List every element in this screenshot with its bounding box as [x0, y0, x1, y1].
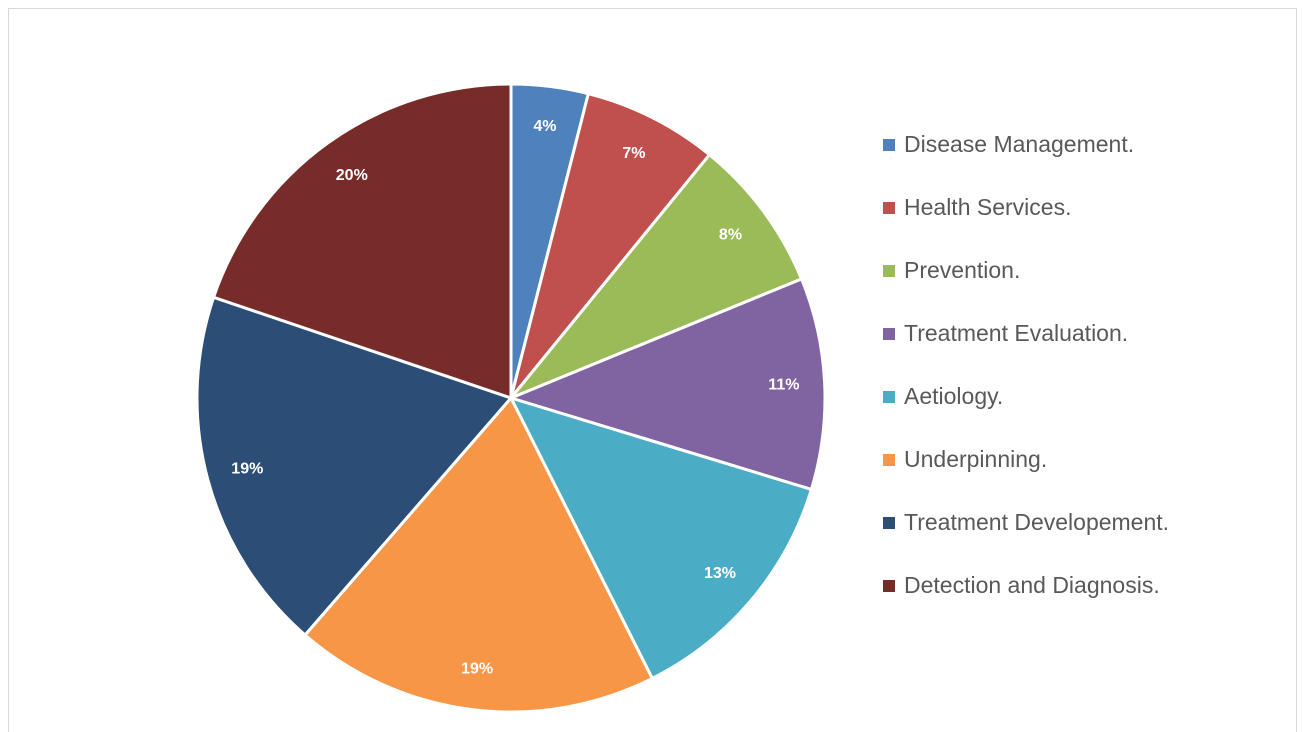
legend-swatch [883, 580, 895, 592]
data-label: 8% [719, 227, 742, 244]
data-label: 20% [336, 167, 368, 184]
pie-slice [211, 82, 513, 401]
legend-label: Detection and Diagnosis. [904, 572, 1160, 598]
legend-swatch [883, 517, 895, 529]
data-label: 7% [622, 145, 645, 162]
pie-slice [508, 395, 814, 681]
pie-slice [302, 395, 655, 714]
legend-label: Aetiology. [904, 383, 1003, 409]
pie-slice [509, 152, 804, 400]
legend-label: Disease Management. [904, 131, 1134, 157]
legend-label: Underpinning. [904, 446, 1047, 472]
legend-swatch [883, 454, 895, 466]
pie-slice [195, 295, 514, 638]
data-label: 13% [704, 565, 736, 582]
data-label: 19% [461, 660, 493, 677]
legend-label: Health Services. [904, 194, 1071, 220]
legend-label: Treatment Evaluation. [904, 320, 1128, 346]
legend-swatch [883, 202, 895, 214]
legend-swatch [883, 391, 895, 403]
legend-swatch [883, 265, 895, 277]
legend-swatch [883, 328, 895, 340]
legend-swatch [883, 139, 895, 151]
data-label: 4% [533, 118, 556, 135]
pie-slice [506, 277, 827, 492]
legend-label: Treatment Developement. [904, 509, 1169, 535]
pie-slice [509, 91, 712, 399]
legend-label: Prevention. [904, 257, 1020, 283]
data-label: 19% [231, 461, 263, 478]
data-label: 11% [768, 376, 799, 393]
